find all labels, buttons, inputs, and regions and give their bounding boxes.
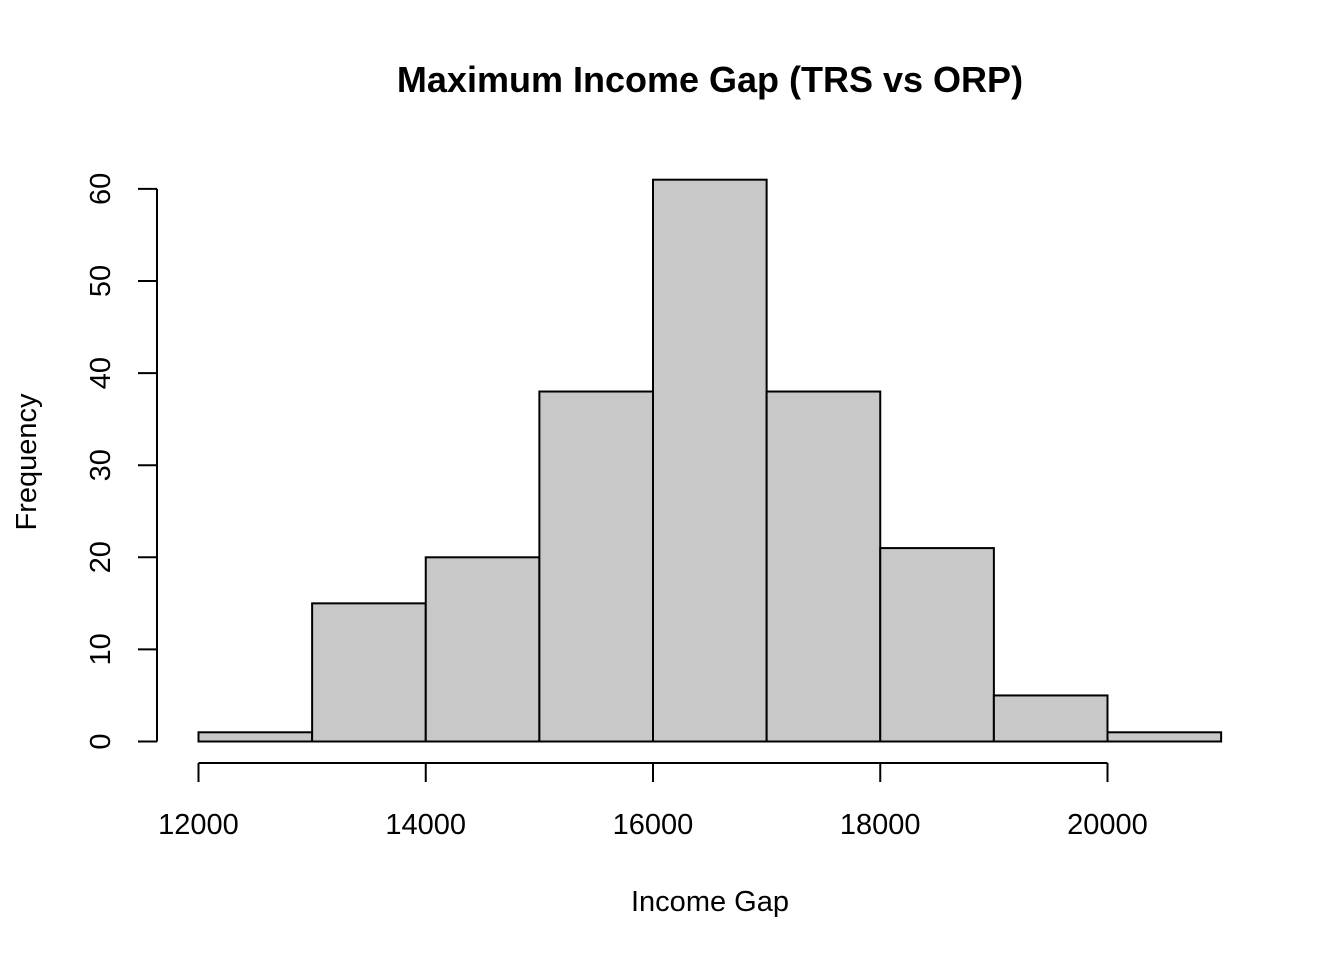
- y-tick-label: 30: [85, 449, 117, 481]
- histogram-bar: [424, 556, 541, 743]
- histogram-bars: [197, 178, 1223, 743]
- y-tick-label: 50: [85, 265, 117, 297]
- y-tick-label: 10: [85, 633, 117, 665]
- histogram-bar: [1106, 731, 1223, 743]
- x-tick-label: 20000: [1067, 809, 1148, 841]
- x-tick-label: 16000: [613, 809, 694, 841]
- chart-title: Maximum Income Gap (TRS vs ORP): [397, 59, 1023, 100]
- histogram-bar: [197, 731, 314, 743]
- y-tick-label: 60: [85, 173, 117, 205]
- y-tick-label: 0: [85, 733, 117, 749]
- histogram-bar: [652, 178, 768, 743]
- x-tick-label: 18000: [840, 809, 921, 841]
- y-tick-label: 40: [85, 357, 117, 389]
- x-tick-label: 14000: [385, 809, 466, 841]
- x-axis: 12000 14000 16000 18000 20000: [158, 762, 1148, 841]
- histogram-bar: [765, 390, 882, 743]
- histogram-bar: [311, 602, 427, 743]
- histogram-bar: [879, 547, 995, 743]
- x-tick-label: 12000: [158, 809, 239, 841]
- y-tick-label: 20: [85, 541, 117, 573]
- y-axis: 0 10 20 30 40 50 60: [85, 173, 158, 750]
- x-axis-label: Income Gap: [631, 886, 789, 918]
- y-axis-label: Frequency: [11, 393, 43, 531]
- histogram-bar: [992, 694, 1109, 743]
- histogram-bar: [538, 390, 654, 743]
